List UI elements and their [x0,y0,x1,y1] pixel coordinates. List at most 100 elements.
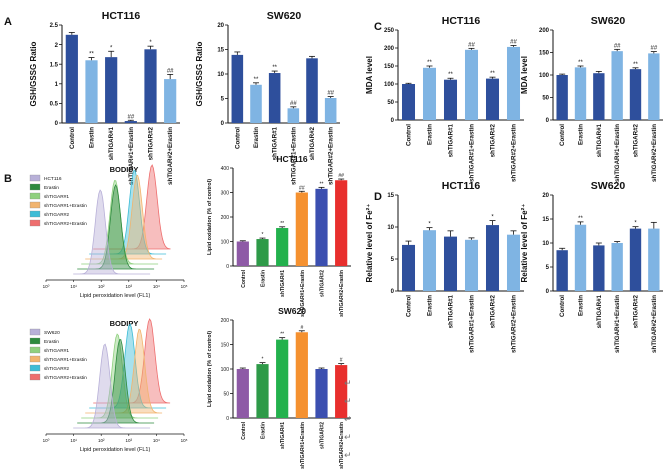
legend-swatch [29,328,41,336]
bar [315,369,328,418]
y-tick-label: 0 [391,289,395,295]
significance-label: ** [272,65,277,71]
y-axis-label: GSH/GSSG Ratio [29,41,38,106]
x-tick-label: shTIGAR#1+Erastin [614,124,621,182]
bar [236,241,249,266]
bar [422,230,437,291]
significance-label: ## [338,173,344,179]
bar [268,73,281,123]
legend-swatch [29,174,41,182]
y-tick-label: 100 [384,82,395,88]
x-tick-label: Erastin [261,422,267,439]
panel-letter-c: C [374,21,382,33]
y-tick-label: 100 [221,367,230,373]
x-tick-label: 10² [98,284,105,289]
y-tick-label: 5 [391,257,395,263]
y-tick-label: 50 [387,100,394,106]
chart-title: HCT116 [442,180,481,192]
histogram-curve [89,323,167,409]
x-tick-label: shTIGAR#2 [490,123,497,157]
y-tick-label: 20 [217,23,224,29]
bar [335,365,348,418]
histogram-curve [89,169,167,255]
y-tick-label: 5 [221,97,225,103]
x-tick-label: Control [241,269,247,287]
bar [335,180,348,266]
y-tick-label: 2.5 [50,23,59,29]
legend-swatch [29,192,41,200]
panel-letter-a: A [4,16,12,28]
bar-chart-d1: HCT116 0 5 10 15 Relative level of Fe²⁺ Contro… [365,180,524,353]
legend-swatch [29,183,41,191]
significance-label: ** [280,332,284,338]
x-tick-label: shTIGAR#1 [596,123,603,157]
bar [464,239,479,291]
x-tick-label: 10⁵ [181,438,188,443]
significance-label: ## [327,91,334,97]
significance-label: ## [614,43,621,49]
y-axis-label: GSH/GSSG Ratio [195,41,204,106]
x-axis-label: Lipid peroxidation level (FL1) [80,447,151,453]
bar [485,225,500,291]
bar [105,57,118,124]
bar [401,244,416,291]
y-tick-label: 10 [542,241,549,247]
legend-swatch [29,346,41,354]
x-tick-label: shTIGAR#1 [448,123,455,157]
bar [287,108,300,123]
y-tick-label: 300 [221,191,230,197]
legend-swatch [29,364,41,372]
y-tick-label: 200 [221,215,230,221]
y-tick-label: 250 [384,28,395,34]
legend-swatch [29,373,41,381]
x-tick-label: 10³ [126,284,133,289]
panel-letter-d: D [374,191,382,203]
x-tick-label: Control [406,124,413,146]
bar-chart-c1: HCT116 0 50 100 150 200 250 MDA level Control ** E… [365,15,524,182]
significance-label: * [634,221,637,227]
x-tick-label: shTIGAR#2+Erastin [651,124,658,182]
significance-label: ** [280,221,284,227]
y-tick-label: 0 [546,118,550,124]
y-axis-label: Relative level of Fe²⁺ [365,204,374,283]
bar [315,188,328,266]
x-tick-label: shTIGAR#2 [320,422,326,449]
histogram-title: BODIPY [110,165,139,174]
legend-label: shTIGAR#1 [44,348,69,354]
bar [485,78,500,120]
bar [506,234,521,291]
x-tick-label: shTIGAR#2 [148,126,155,160]
y-tick-label: 200 [539,28,550,34]
significance-label: ## [650,46,657,52]
x-tick-label: shTIGAR#1 [280,270,286,297]
bar [593,245,605,291]
x-tick-label: Erastin [427,124,434,145]
chart-title: SW620 [591,15,626,27]
significance-label: * [149,40,152,46]
histogram-legend: SW620 Erastin shTIGAR#1 shTIGAR#1+Erastin sh… [29,328,87,381]
bar-chart-a2: SW620 0 5 10 15 20 GSH/GSSG Ratio Control ** Eras… [195,10,340,185]
histogram-b-hist1: BODIPY HCT116 Erastin shTIGAR#1 shTIGAR#1+Er… [29,164,188,299]
y-tick-label: 0 [546,289,550,295]
y-axis-label: Lipid oxidation (% of control) [207,331,213,407]
bar [648,53,660,120]
x-tick-label: Erastin [578,295,585,316]
significance-label: ## [299,185,305,191]
x-tick-label: shTIGAR#1+Erastin [290,127,297,185]
x-tick-label: Control [559,295,566,317]
legend-swatch [29,355,41,363]
bar [306,58,318,123]
significance-label: ** [254,77,259,83]
histogram-title: BODIPY [110,319,139,328]
x-tick-label: 10¹ [70,438,77,443]
x-tick-label: Erastin [578,124,585,145]
bar-chart-c2: SW620 0 50 100 150 200 MDA level Control ** Erast… [520,15,663,182]
legend-label: shTIGAR#2+Erastin [44,221,87,227]
histogram-curve [77,339,155,424]
bar [256,239,269,266]
chart-title: HCT116 [276,154,307,164]
legend-label: Erastin [44,339,59,345]
chart-title: SW620 [267,10,302,22]
x-tick-label: shTIGAR#1 [448,294,455,328]
legend-label: shTIGAR#1+Erastin [44,357,87,363]
